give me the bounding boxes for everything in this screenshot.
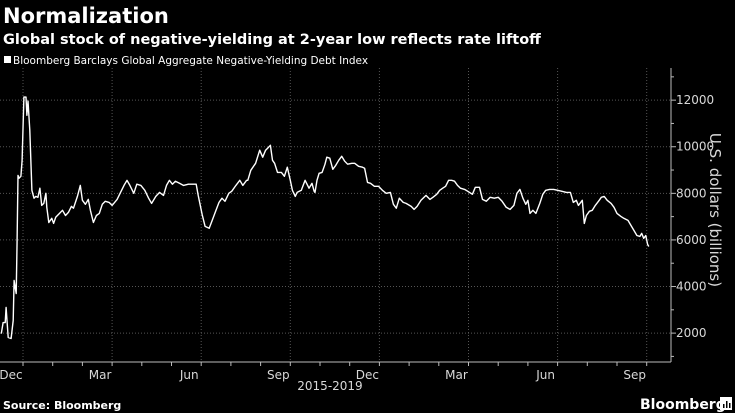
x-tick-label: Jun — [535, 368, 555, 382]
y-tick-label: 10000 — [676, 140, 714, 154]
y-tick-label: 8000 — [676, 186, 707, 200]
series-layer — [0, 96, 650, 340]
y-axis-title: U.S. dollars (billions) — [706, 133, 724, 287]
source-note: Source: Bloomberg — [3, 399, 121, 412]
chart-subtitle: Global stock of negative-yielding at 2-y… — [3, 32, 541, 48]
x-tick-label: Mar — [445, 368, 468, 382]
grid — [0, 68, 671, 362]
chart-title: Normalization — [3, 4, 169, 28]
x-tick-label: Dec — [0, 368, 23, 382]
x-tick-label: Jun — [179, 368, 199, 382]
y-tick-label: 4000 — [676, 280, 707, 294]
series-line — [0, 96, 650, 340]
y-tick-label: 2000 — [676, 326, 707, 340]
legend-swatch — [4, 56, 11, 63]
y-tick-label: 12000 — [676, 93, 714, 107]
x-tick-label: Sep — [267, 368, 290, 382]
x-axis-title: 2015-2019 — [297, 379, 362, 393]
bloomberg-chart-icon — [720, 397, 732, 410]
bloomberg-logo: Bloomberg — [640, 397, 726, 413]
x-tick-label: Dec — [356, 368, 379, 382]
legend-label: Bloomberg Barclays Global Aggregate Nega… — [13, 55, 368, 67]
x-tick-label: Mar — [89, 368, 112, 382]
x-tick-label: Sep — [623, 368, 646, 382]
axes: 2000 4000 6000 8000 10000 12000 Dec Mar Jun Sep De… — [0, 68, 714, 382]
y-tick-label: 6000 — [676, 233, 707, 247]
